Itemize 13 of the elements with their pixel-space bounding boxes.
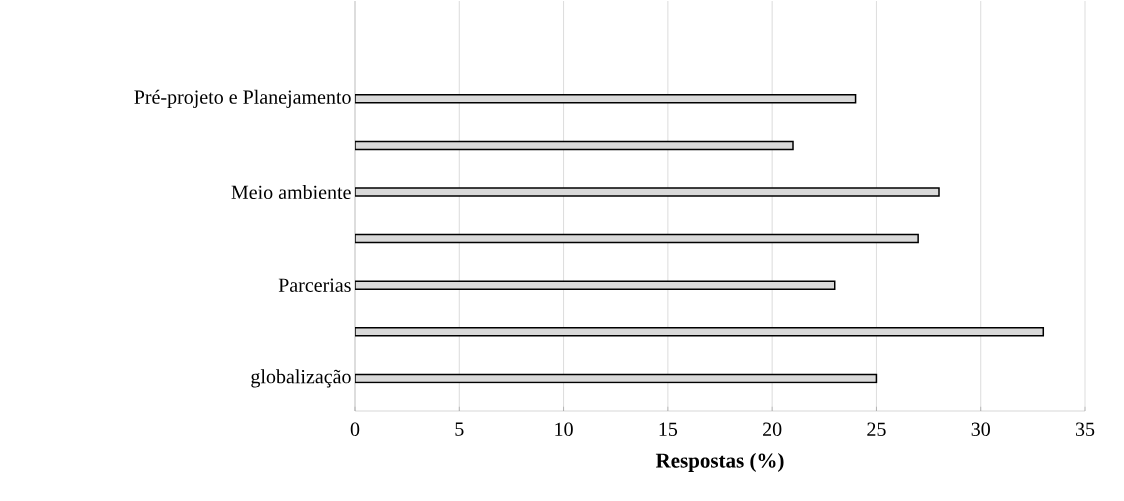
x-tick-label: 10 [555, 422, 573, 437]
x-axis-title: Respostas (%) [655, 452, 784, 472]
y-tick-label: globalização [251, 369, 351, 388]
y-tick-label: Parcerias [278, 278, 351, 292]
y-tick-label: Pré-projeto e Planejamento [134, 89, 351, 108]
x-tick-label: 35 [1075, 422, 1095, 436]
x-tick-label: 20 [763, 422, 782, 437]
x-tick-label: 15 [659, 422, 678, 436]
y-tick-label: Meio ambiente [231, 184, 351, 200]
x-tick-label: 30 [971, 422, 990, 437]
x-tick-label: 0 [350, 422, 360, 437]
x-tick-label: 25 [867, 422, 886, 436]
x-tick-label: 5 [455, 422, 464, 436]
